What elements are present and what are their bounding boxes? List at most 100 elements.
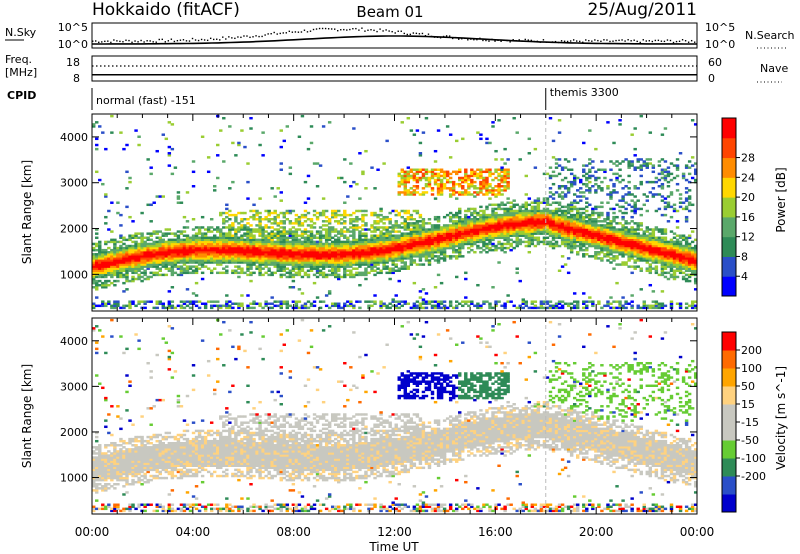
power-cell: [569, 232, 574, 235]
power-cell: [346, 230, 350, 233]
noise-search-dot: [588, 39, 590, 42]
power-cell: [209, 230, 214, 233]
power-cell: [119, 275, 123, 279]
power-cell: [464, 176, 468, 180]
power-cell: [373, 187, 377, 190]
power-cell: [382, 217, 386, 221]
power-cell: [445, 224, 450, 227]
power-cell: [197, 259, 202, 262]
power-cell: [131, 271, 135, 275]
power-cell: [470, 182, 474, 186]
noise-search-dot: [288, 30, 291, 33]
power-cell: [228, 304, 232, 308]
power-cell: [209, 271, 214, 275]
power-cell: [397, 236, 401, 240]
power-cell: [476, 168, 480, 171]
power-cell: [473, 217, 477, 221]
power-cell: [213, 255, 217, 258]
power-cell: [297, 263, 302, 266]
power-cell: [418, 304, 423, 308]
power-cell: [343, 158, 347, 161]
power-cell: [458, 230, 462, 233]
power-cell: [439, 240, 444, 244]
power-cell: [566, 215, 571, 219]
noise-right-tick-top: 10^5: [705, 21, 735, 34]
power-cell: [240, 253, 244, 256]
power-cell: [324, 228, 329, 231]
power-cell: [451, 187, 456, 190]
power-cell: [98, 253, 102, 256]
power-cell: [361, 170, 365, 174]
power-cell: [464, 236, 468, 240]
power-cell: [491, 178, 495, 182]
power-cell: [167, 253, 172, 256]
power-cell: [518, 234, 522, 237]
power-cell: [367, 257, 371, 260]
power-cell: [563, 232, 568, 235]
power-cell: [258, 257, 262, 260]
power-cell: [231, 246, 235, 250]
power-cell: [134, 246, 138, 250]
power-cell: [191, 248, 196, 252]
power-cell: [349, 259, 353, 262]
power-cell: [306, 306, 311, 310]
power-cell: [385, 265, 389, 268]
power-cell: [128, 302, 132, 305]
power-cell: [569, 228, 574, 231]
power-cell: [527, 137, 532, 141]
power-cell: [297, 261, 302, 264]
power-cell: [297, 242, 302, 246]
power-cell: [569, 240, 574, 244]
power-cell: [403, 248, 407, 252]
power-cell: [418, 178, 423, 182]
power-cell: [197, 261, 202, 264]
power-cell: [518, 240, 522, 244]
power-cell: [300, 215, 305, 219]
power-cell: [421, 236, 426, 240]
power-cell: [397, 300, 401, 303]
power-cell: [461, 180, 465, 184]
power-cell: [379, 236, 383, 240]
power-cell: [600, 242, 604, 246]
power-cell: [448, 236, 453, 240]
power-cell: [125, 279, 129, 283]
power-cell: [588, 230, 592, 233]
power-cell: [225, 234, 229, 237]
power-cell: [485, 230, 489, 233]
power-cell: [291, 238, 296, 242]
power-cell: [503, 162, 507, 165]
power-cell: [101, 267, 105, 270]
power-cell: [388, 220, 392, 223]
power-cell: [409, 217, 414, 221]
power-cell: [512, 203, 516, 207]
power-cell: [621, 250, 625, 254]
power-cell: [379, 250, 383, 254]
power-cell: [433, 180, 438, 184]
power-cell: [309, 261, 314, 264]
power-cell: [216, 261, 220, 264]
power-cell: [364, 250, 368, 254]
power-cell: [500, 201, 504, 204]
power-cell: [609, 244, 613, 248]
power-cell: [579, 232, 583, 235]
power-cell: [364, 209, 368, 213]
power-cell: [158, 255, 162, 258]
power-cell: [179, 248, 184, 252]
power-cell: [394, 248, 398, 252]
power-cell: [340, 222, 344, 225]
power-cell: [536, 217, 541, 221]
power-cell: [406, 178, 411, 182]
power-cell: [282, 234, 286, 237]
power-cell: [409, 250, 414, 254]
power-cell: [228, 209, 232, 213]
power-cell: [164, 228, 169, 231]
power-cell: [140, 240, 144, 244]
noise-search-dot: [675, 40, 678, 43]
power-cell: [412, 172, 417, 176]
power-cell: [361, 271, 365, 275]
power-cell: [479, 189, 483, 192]
noise-search-dot: [324, 27, 327, 30]
power-cell: [442, 304, 447, 308]
power-cell: [355, 226, 359, 229]
power-cell: [306, 261, 311, 264]
